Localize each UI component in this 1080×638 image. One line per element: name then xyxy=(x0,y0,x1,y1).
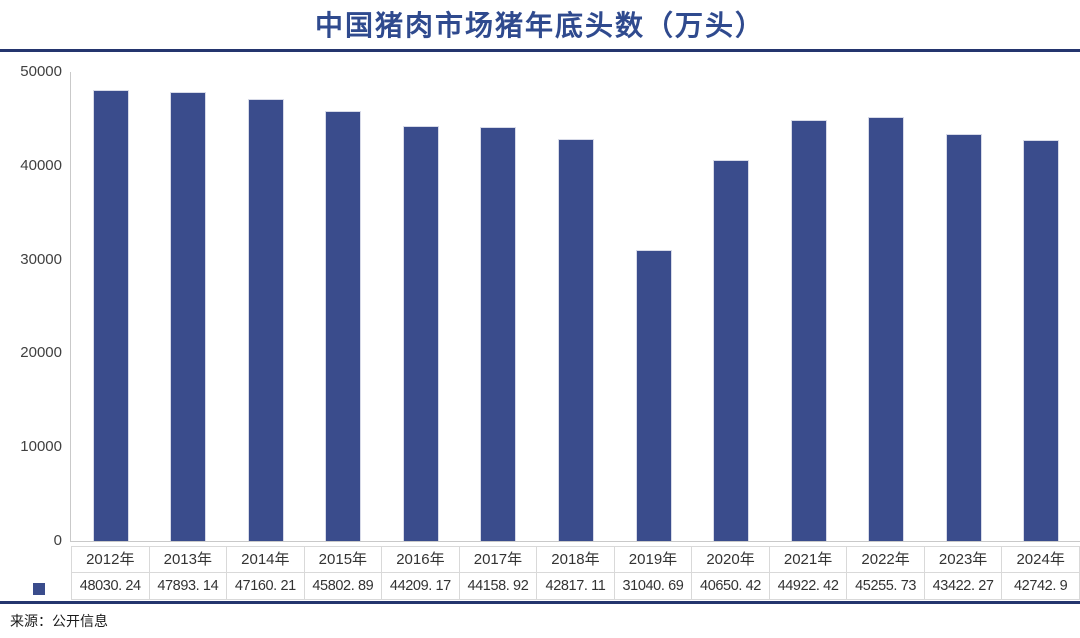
table-value-cell: 45802. 89 xyxy=(312,578,374,594)
table-year-header: 2022年 xyxy=(847,547,924,573)
y-axis-tick-label: 0 xyxy=(53,532,62,549)
table-column: 2012年 48030. 24 xyxy=(72,547,150,599)
table-year-header: 2016年 xyxy=(382,547,459,573)
table-year-header: 2023年 xyxy=(924,547,1002,573)
bar-2018年 xyxy=(558,139,594,541)
table-year-header: 2017年 xyxy=(459,547,537,573)
table-year-header: 2014年 xyxy=(227,547,304,573)
table-column: 2014年 47160. 21 xyxy=(227,547,305,599)
bar-2023年 xyxy=(946,133,982,541)
table-column: 2018年 42817. 11 xyxy=(537,547,615,599)
data-table: 2012年 48030. 24 2013年 47893. 14 2014年 47160. … xyxy=(71,546,1080,600)
table-column: 2020年 40650. 42 xyxy=(692,547,770,599)
table-year-header: 2013年 xyxy=(149,547,227,573)
chart-title: 中国猪肉市场猪年底头数（万头） xyxy=(314,10,765,41)
bar-2024年 xyxy=(1023,140,1059,541)
bar-2019年 xyxy=(636,249,672,541)
table-value-cell: 42742. 9 xyxy=(1014,578,1068,594)
table-column: 2022年 45255. 73 xyxy=(847,547,925,599)
y-axis-tick-label: 30000 xyxy=(20,250,62,268)
table-column: 2016年 44209. 17 xyxy=(382,547,460,599)
legend-series-swatch xyxy=(33,583,45,595)
y-axis-line xyxy=(70,72,71,542)
table-column: 2021年 44922. 42 xyxy=(769,547,848,599)
source-note: 来源：公开信息 xyxy=(10,613,108,629)
table-year-header: 2012年 xyxy=(72,547,149,573)
bar-2020年 xyxy=(713,159,749,541)
table-year-header: 2020年 xyxy=(692,547,769,573)
bar-2016年 xyxy=(403,126,439,541)
table-column: 2019年 31040. 69 xyxy=(614,547,693,599)
table-column: 2024年 42742. 9 xyxy=(1002,547,1080,599)
table-value-cell: 43422. 27 xyxy=(932,578,994,594)
table-value-cell: 42817. 11 xyxy=(545,578,606,594)
bar-2012年 xyxy=(93,90,129,541)
table-value-cell: 44158. 92 xyxy=(467,578,529,594)
bar-2014年 xyxy=(248,98,284,541)
table-value-cell: 47893. 14 xyxy=(157,578,219,594)
y-axis-tick-label: 40000 xyxy=(20,156,62,174)
table-column: 2015年 45802. 89 xyxy=(304,547,383,599)
table-value-cell: 47160. 21 xyxy=(234,578,296,594)
table-value-cell: 44209. 17 xyxy=(389,578,451,594)
table-year-header: 2019年 xyxy=(614,547,692,573)
table-year-header: 2021年 xyxy=(769,547,847,573)
table-year-header: 2015年 xyxy=(304,547,382,573)
x-axis-line xyxy=(70,541,1080,542)
bottom-divider-line xyxy=(0,601,1080,604)
table-year-header: 2018年 xyxy=(537,547,614,573)
y-axis-tick-label: 50000 xyxy=(20,63,62,80)
table-column: 2023年 43422. 27 xyxy=(924,547,1003,599)
table-value-cell: 44922. 42 xyxy=(777,578,839,594)
bar-2017年 xyxy=(480,126,516,541)
table-value-cell: 40650. 42 xyxy=(700,578,761,594)
table-value-cell: 48030. 24 xyxy=(79,578,141,594)
table-column: 2013年 47893. 14 xyxy=(149,547,228,599)
table-year-header: 2024年 xyxy=(1002,547,1079,573)
bar-2013年 xyxy=(170,91,206,541)
y-axis-tick-label: 10000 xyxy=(20,438,62,456)
bar-2015年 xyxy=(325,111,361,541)
top-divider-line xyxy=(0,49,1080,52)
bar-2022年 xyxy=(868,116,904,541)
table-column: 2017年 44158. 92 xyxy=(459,547,538,599)
table-value-cell: 31040. 69 xyxy=(622,578,684,594)
y-axis-tick-label: 20000 xyxy=(20,344,62,362)
table-value-cell: 45255. 73 xyxy=(855,578,917,594)
bar-2021年 xyxy=(791,119,827,541)
